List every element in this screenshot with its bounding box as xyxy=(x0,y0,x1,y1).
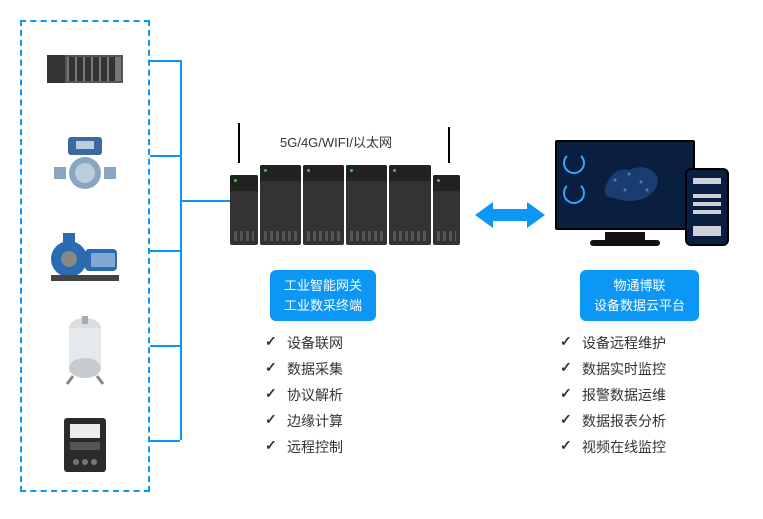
bus-to-gateway xyxy=(180,200,230,202)
feature-item: 设备联网 xyxy=(265,330,343,356)
diagram-canvas: 5G/4G/WIFI/以太网 xyxy=(0,0,763,519)
cloud-label-pill: 物通博联 设备数据云平台 xyxy=(580,270,699,321)
feature-item: 边缘计算 xyxy=(265,408,343,434)
cloud-label-line1: 物通博联 xyxy=(614,278,666,293)
cloud-platform-devices xyxy=(555,140,735,270)
device-plc xyxy=(22,22,148,116)
feature-item: 协议解析 xyxy=(265,382,343,408)
feature-item: 数据实时监控 xyxy=(560,356,666,382)
left-bus-line xyxy=(180,60,182,440)
left-branch-2 xyxy=(150,155,180,157)
monitor-icon xyxy=(555,140,695,230)
gateway-devices xyxy=(230,155,460,255)
cloud-features: 设备远程维护 数据实时监控 报警数据运维 数据报表分析 视频在线监控 xyxy=(560,330,666,460)
feature-item: 视频在线监控 xyxy=(560,434,666,460)
cloud-label-line2: 设备数据云平台 xyxy=(594,298,685,313)
network-label: 5G/4G/WIFI/以太网 xyxy=(280,132,392,151)
left-branch-1 xyxy=(150,60,180,62)
feature-item: 报警数据运维 xyxy=(560,382,666,408)
devices-box xyxy=(20,20,150,492)
device-tank xyxy=(22,304,148,398)
left-branch-5 xyxy=(150,440,180,442)
device-power-meter xyxy=(22,398,148,492)
feature-item: 数据报表分析 xyxy=(560,408,666,434)
left-branch-4 xyxy=(150,345,180,347)
feature-item: 数据采集 xyxy=(265,356,343,382)
feature-item: 远程控制 xyxy=(265,434,343,460)
feature-item: 设备远程维护 xyxy=(560,330,666,356)
device-pump xyxy=(22,210,148,304)
gateway-label-pill: 工业智能网关 工业数采终端 xyxy=(270,270,376,321)
bidirectional-arrow-icon xyxy=(475,200,545,230)
gateway-features: 设备联网 数据采集 协议解析 边缘计算 远程控制 xyxy=(265,330,343,460)
gateway-label-line1: 工业智能网关 xyxy=(284,278,362,293)
left-branch-3 xyxy=(150,250,180,252)
gateway-label-line2: 工业数采终端 xyxy=(284,298,362,313)
device-flow-meter xyxy=(22,116,148,210)
phone-icon xyxy=(685,168,729,246)
